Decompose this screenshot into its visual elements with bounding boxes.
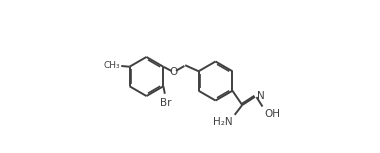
Text: CH₃: CH₃	[104, 61, 120, 70]
Text: O: O	[170, 67, 178, 77]
Text: Br: Br	[160, 97, 171, 108]
Text: H₂N: H₂N	[213, 117, 233, 127]
Text: N: N	[257, 91, 264, 101]
Text: OH: OH	[265, 109, 281, 119]
